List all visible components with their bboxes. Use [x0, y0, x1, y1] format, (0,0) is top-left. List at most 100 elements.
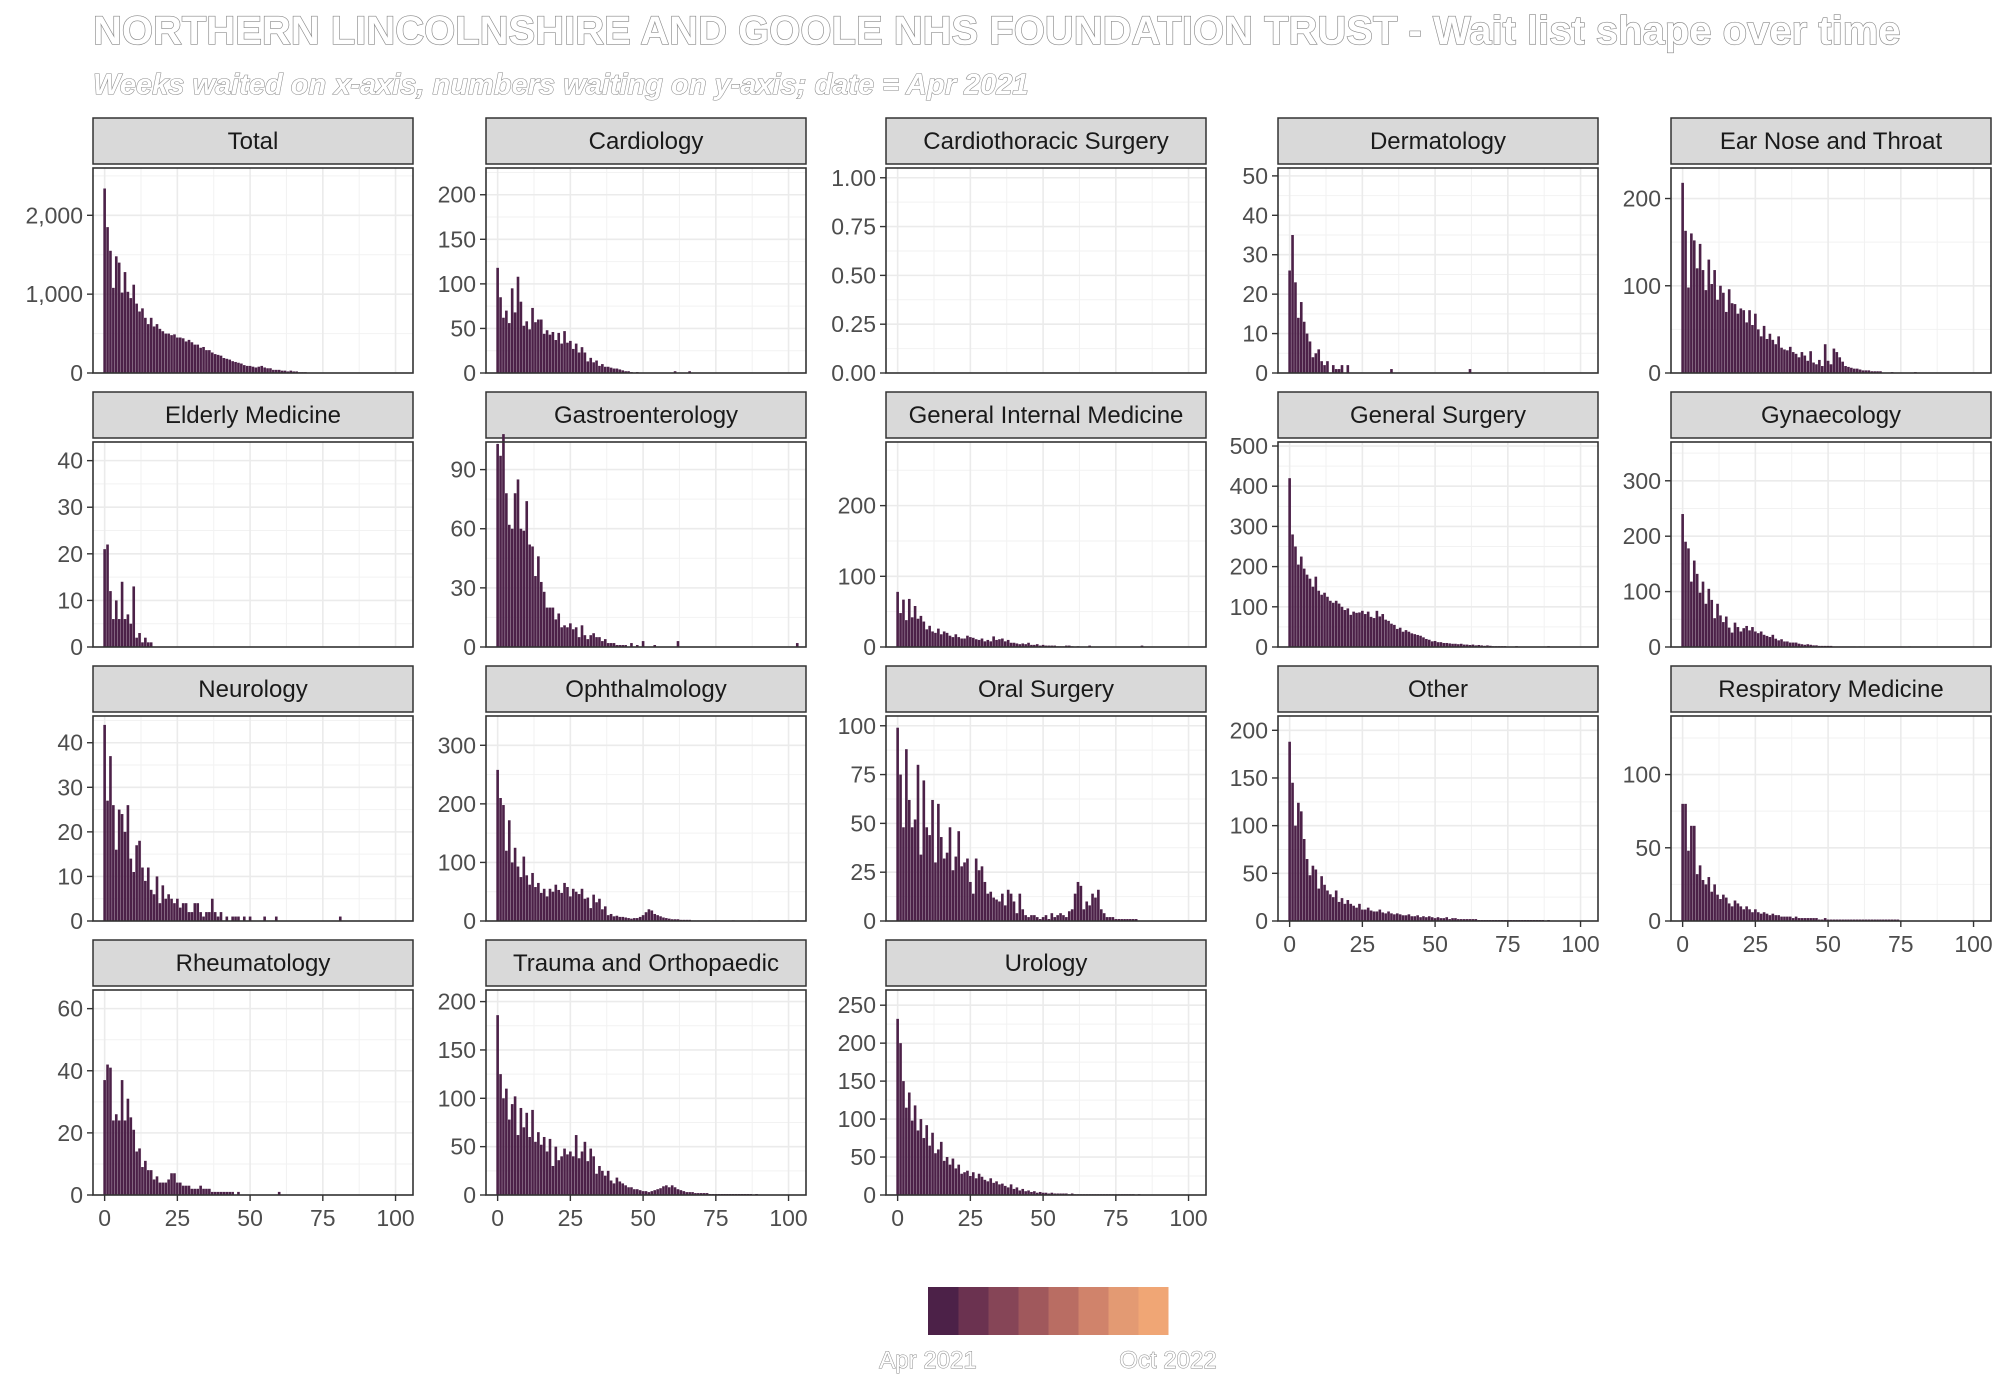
bar — [1413, 634, 1417, 647]
x-tick-label: 50 — [1030, 1205, 1056, 1231]
bar — [1294, 546, 1297, 647]
bars-ear-nose-and-throat — [1681, 182, 1917, 373]
bar — [1329, 894, 1332, 921]
bar — [114, 849, 118, 921]
x-tick-label: 50 — [1422, 931, 1448, 957]
bar — [187, 339, 191, 373]
bar — [184, 1185, 188, 1195]
panel-border — [1670, 441, 1992, 648]
bar — [931, 1132, 934, 1195]
x-tick-label: 75 — [1495, 931, 1521, 957]
bar — [208, 350, 211, 373]
strip-general-surgery — [1277, 391, 1599, 439]
bar — [1690, 825, 1693, 921]
bar — [913, 1105, 917, 1195]
bar — [574, 891, 578, 921]
bar — [1297, 317, 1300, 373]
bar — [1334, 600, 1338, 647]
panel-border — [485, 167, 807, 374]
y-tick-label: 500 — [1230, 433, 1268, 459]
bar — [507, 1119, 511, 1195]
bar — [1692, 560, 1696, 647]
bar — [1739, 308, 1743, 373]
bar — [1451, 643, 1454, 647]
bar — [1462, 919, 1466, 921]
bar — [1352, 905, 1355, 921]
y-tick-label: 50 — [450, 1134, 476, 1160]
bar — [574, 1135, 578, 1195]
strip-elderly-medicine — [92, 391, 414, 439]
y-tick-label: 0 — [863, 1182, 876, 1208]
bar — [1366, 907, 1370, 921]
bar — [152, 326, 156, 373]
bar — [1777, 336, 1780, 373]
bar — [528, 884, 531, 921]
bar — [583, 1141, 587, 1195]
bar — [1690, 233, 1693, 373]
bar — [1027, 917, 1030, 921]
bar — [662, 917, 665, 921]
bar — [1410, 633, 1414, 647]
bar — [205, 912, 208, 921]
bar — [1727, 289, 1731, 373]
y-tick-label: 30 — [1242, 242, 1268, 268]
bar — [219, 355, 223, 373]
bar — [1134, 919, 1138, 921]
bar — [986, 893, 990, 921]
bar — [691, 1192, 694, 1195]
bar — [1486, 645, 1489, 647]
bar — [254, 367, 258, 373]
bar — [615, 645, 619, 647]
bar — [615, 368, 619, 373]
bar — [1384, 913, 1387, 921]
bar — [1698, 592, 1702, 647]
bar — [907, 598, 911, 647]
bar — [231, 1191, 234, 1195]
bar — [951, 637, 955, 647]
bar — [980, 866, 984, 921]
bar — [114, 1114, 118, 1195]
bar — [554, 884, 558, 921]
bar — [1030, 1191, 1033, 1195]
panel-border — [885, 441, 1207, 648]
bar — [496, 1015, 499, 1195]
panel-border — [92, 167, 414, 374]
bar — [1317, 590, 1321, 647]
bar — [1308, 875, 1312, 921]
bar — [1751, 912, 1754, 921]
bar — [1742, 310, 1746, 373]
bar — [531, 546, 534, 647]
bar — [525, 875, 529, 921]
bar — [603, 366, 607, 373]
bar — [1780, 347, 1783, 373]
bar — [1803, 644, 1807, 647]
bar — [1291, 534, 1294, 647]
bar — [922, 1138, 926, 1195]
bar — [1695, 874, 1699, 921]
bar — [1692, 825, 1696, 921]
bar — [1041, 1192, 1045, 1195]
panel-other: Other 0 50 100 150 200 0 25 50 75 100 — [1230, 665, 1600, 957]
bar — [1387, 911, 1390, 921]
bar — [1707, 588, 1711, 647]
bar — [283, 370, 287, 373]
bar — [219, 912, 223, 921]
panel-urology: Urology 0 50 100 150 200 250 0 25 50 75 100 — [838, 939, 1208, 1231]
bar — [149, 642, 153, 647]
bar — [995, 639, 998, 647]
bar — [155, 1176, 159, 1195]
bar — [1765, 635, 1769, 647]
strip-label-gastroenterology: Gastroenterology — [554, 402, 738, 429]
bar — [1759, 631, 1763, 647]
legend-color-step — [1018, 1287, 1049, 1335]
bar — [531, 872, 534, 921]
panel-border — [1277, 167, 1599, 374]
bar — [563, 882, 566, 921]
bar — [913, 819, 917, 921]
bar — [1803, 355, 1807, 373]
bar — [499, 798, 502, 921]
bar — [1381, 912, 1385, 921]
bar — [199, 1185, 202, 1195]
bar — [545, 896, 549, 921]
bar — [925, 1125, 929, 1195]
